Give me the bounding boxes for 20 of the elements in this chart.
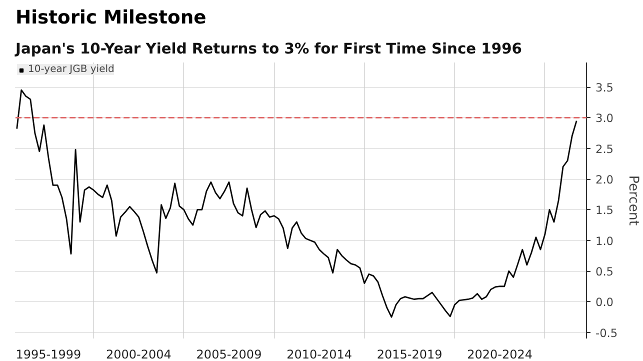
x-tick-label: 2015-2019 (376, 348, 442, 361)
x-tick-label: 2005-2009 (196, 348, 262, 361)
y-tick-label: 0.0 (596, 295, 614, 310)
line-series (16, 89, 578, 318)
y-tick-label: 2.5 (596, 142, 614, 156)
chart-subtitle: Japan's 10-Year Yield Returns to 3% for First Time Since 1996 (14, 40, 522, 58)
y-tick-label: 0.5 (596, 264, 614, 279)
chart-title: Historic Milestone (16, 8, 206, 28)
y-tick-label: -0.5 (596, 326, 618, 340)
x-tick-label: 2020-2024 (467, 348, 533, 361)
legend-label: 10-year JGB yield (28, 64, 114, 75)
y-tick-label: 3.0 (596, 111, 614, 126)
x-tick-label: 2010-2014 (286, 348, 352, 361)
y-tick-label: 2.0 (596, 172, 614, 187)
x-tick-label: 1995-1999 (16, 348, 82, 361)
y-tick-label: 1.5 (596, 203, 614, 218)
y-tick-label: 3.5 (596, 80, 614, 95)
x-tick-label: 2000-2004 (106, 348, 172, 361)
y-tick-label: 1.0 (596, 234, 614, 248)
y-axis-title: Percent (626, 175, 641, 226)
